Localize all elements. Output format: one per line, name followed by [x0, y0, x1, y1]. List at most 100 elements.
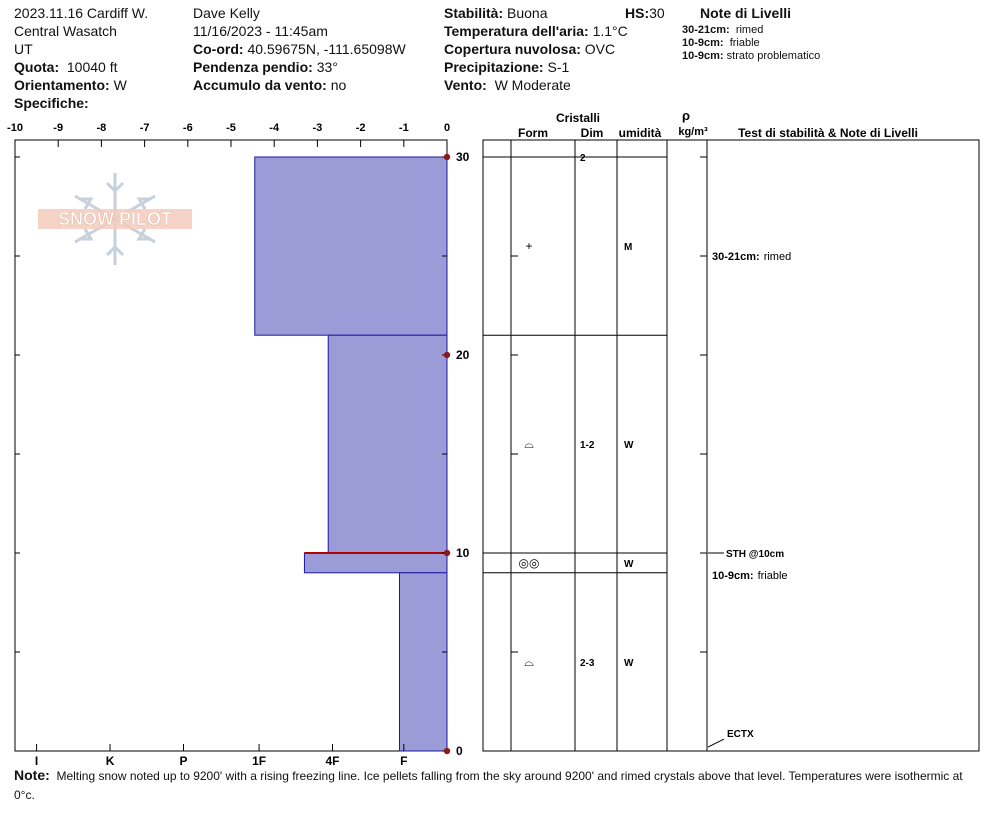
header-notes: Test di stabilità & Note di Livelli	[738, 126, 918, 140]
crystal-form-symbol: ◎◎	[519, 556, 540, 570]
layer-note-text: strato problematico	[726, 50, 821, 62]
layer-note-range: 10-9cm:	[682, 50, 724, 62]
cloud-value: OVC	[584, 41, 616, 57]
depth-tick-label: 0	[456, 744, 463, 758]
moisture-code: W	[624, 440, 634, 451]
moisture-code: W	[624, 559, 634, 570]
depth-tick-label: 10	[456, 546, 470, 560]
elevation-row: Quota: 10040 ft	[14, 58, 148, 76]
header-dim: Dim	[581, 126, 604, 140]
windload-value: no	[330, 77, 347, 93]
hs-label: HS:	[625, 5, 650, 21]
bottom-axis-tick-label: I	[35, 754, 38, 768]
header-form: Form	[518, 126, 548, 140]
slope-row: Pendenza pendio: 33°	[193, 58, 406, 76]
header-rho: ρ	[682, 108, 690, 123]
airtemp-value: 1.1°C	[592, 23, 628, 39]
top-axis-tick-label: 0	[444, 122, 450, 134]
footer-note: Note: Melting snow noted up to 9200' wit…	[14, 766, 982, 805]
coords-row: Co-ord: 40.59675N, -111.65098W	[193, 40, 406, 58]
header-col3: Stabilità: Buona Temperatura dell'aria: …	[444, 4, 628, 94]
precip-label: Precipitazione:	[444, 59, 544, 75]
layer-notes-title: Note di Livelli	[700, 5, 792, 21]
hardness-layer-bar	[398, 572, 448, 752]
crystal-form-symbol: ⌓	[524, 655, 534, 669]
note-entry: 10-9cm: friable	[712, 570, 788, 582]
note-label: STH @10cm	[726, 549, 784, 560]
depth-marker	[443, 153, 451, 161]
crystal-size: 2	[580, 153, 586, 164]
windload-row: Accumulo da vento: no	[193, 76, 406, 94]
top-axis-tick-label: -6	[183, 122, 193, 134]
moisture-code: M	[624, 242, 632, 253]
crystal-form-symbol: ⌓	[524, 437, 534, 451]
airtemp-label: Temperatura dell'aria:	[444, 23, 589, 39]
layer-note-text: friable	[729, 37, 760, 49]
aspect-value: W	[113, 77, 127, 93]
layer-note-range: 10-9cm:	[682, 37, 724, 49]
layer-note: 10-9cm: friable	[682, 37, 820, 50]
layer-notes-list: 30-21cm: rimed 10-9cm: friable 10-9cm: s…	[682, 24, 820, 63]
moisture-code: W	[624, 658, 634, 669]
stability-row: Stabilità: Buona	[444, 4, 628, 22]
footer-text: Melting snow noted up to 9200' with a ri…	[14, 769, 963, 802]
pit-title: 2023.11.16 Cardiff W.	[14, 5, 149, 21]
coords-label: Co-ord:	[193, 41, 244, 57]
hardness-layer-bar	[327, 334, 448, 554]
layer-table: Cristalli Form Dim umidità ρ kg/m³ Test di sta…	[482, 108, 980, 752]
precip-row: Precipitazione: S-1	[444, 58, 628, 76]
hs-value: 30	[649, 5, 665, 21]
specifics-label: Specifiche:	[14, 95, 89, 111]
coords-value: 40.59675N, -111.65098W	[247, 41, 406, 57]
hs-readout: HS:30	[625, 4, 665, 22]
top-axis-tick-label: -4	[269, 122, 280, 134]
logo-text: SNOW PILOT	[58, 209, 172, 229]
hardness-layer-bar	[254, 156, 448, 336]
crystal-form-symbol: +	[525, 239, 532, 253]
specifics-row: Specifiche:	[14, 94, 148, 112]
top-axis-tick-label: -3	[313, 122, 323, 134]
bottom-axis-tick-label: K	[106, 754, 115, 768]
aspect-label: Orientamento:	[14, 77, 110, 93]
crystal-size: 2-3	[580, 658, 595, 669]
top-axis-tick-label: -1	[399, 122, 409, 134]
header-col1: 2023.11.16 Cardiff W. Central Wasatch UT…	[14, 4, 148, 112]
logo-banner	[38, 209, 192, 229]
header-col2: Dave Kelly 11/16/2023 - 11:45am Co-ord: …	[193, 4, 406, 94]
state-name: UT	[14, 41, 33, 57]
header-crystals: Cristalli	[556, 111, 600, 125]
hardness-layer-bar	[303, 552, 448, 574]
depth-marker	[443, 549, 451, 557]
cloud-row: Copertura nuvolosa: OVC	[444, 40, 628, 58]
note-entry: 30-21cm: rimed	[712, 251, 791, 263]
wind-row: Vento: W Moderate	[444, 76, 628, 94]
stability-label: Stabilità:	[444, 5, 504, 21]
slope-value: 33°	[316, 59, 338, 75]
footer-label: Note:	[14, 767, 50, 783]
airtemp-row: Temperatura dell'aria: 1.1°C	[444, 22, 628, 40]
wind-label: Vento:	[444, 77, 487, 93]
snowpilot-logo: SNOW PILOT	[38, 173, 192, 265]
bottom-axis-tick-label: F	[400, 754, 407, 768]
elevation-label: Quota:	[14, 59, 60, 75]
note-text: friable	[758, 570, 788, 582]
elevation-value: 10040 ft	[66, 59, 118, 75]
stability-value: Buona	[507, 5, 548, 21]
top-axis-tick-label: -2	[356, 122, 366, 134]
bottom-axis-tick-label: P	[179, 754, 187, 768]
bottom-axis-tick-label: 1F	[252, 754, 266, 768]
table-border	[482, 139, 980, 752]
range-name: Central Wasatch	[14, 23, 117, 39]
top-axis-tick-label: -9	[53, 122, 63, 134]
top-axis-tick-label: -7	[140, 122, 150, 134]
note-range: 10-9cm:	[712, 570, 754, 582]
header-density-unit: kg/m³	[678, 126, 708, 138]
bottom-axis-tick-label: 4F	[326, 754, 340, 768]
observation-datetime: 11/16/2023 - 11:45am	[193, 23, 328, 39]
note-label: ECTX	[727, 729, 754, 740]
depth-tick-label: 30	[456, 150, 470, 164]
note-arrow	[707, 738, 725, 748]
note-range: 30-21cm:	[712, 251, 760, 263]
